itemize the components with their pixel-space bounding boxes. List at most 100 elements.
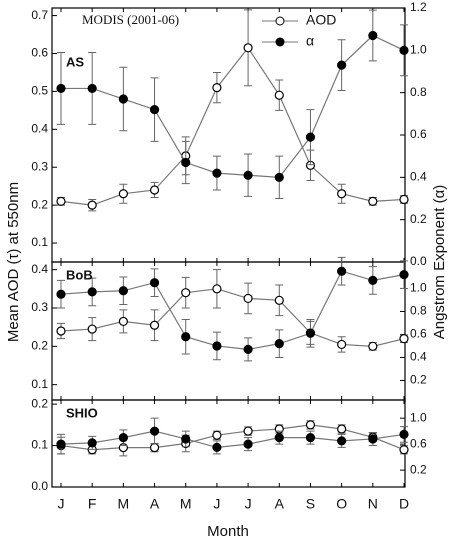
x-tick-label: M: [180, 496, 192, 512]
data-point: [87, 83, 97, 94]
x-tick-label: N: [368, 496, 378, 512]
legend-label: AOD: [306, 12, 336, 28]
data-point: [212, 442, 222, 452]
data-point: [212, 430, 222, 440]
data-point: [274, 339, 284, 349]
y-axis-label: Mean AOD (τ) at 550nm: [5, 182, 22, 342]
data-point: [337, 266, 347, 276]
data-point: [274, 172, 284, 182]
plot-frame: [51, 261, 406, 401]
y-tick-label: 0.3: [31, 300, 48, 314]
y-tick-label: 0.4: [31, 121, 48, 135]
data-point: [243, 170, 253, 180]
data-point: [368, 341, 378, 351]
y-tick-label: 0.6: [31, 46, 48, 60]
data-point: [399, 45, 409, 55]
data-point: [87, 438, 97, 448]
y2-tick-label: 0.8: [410, 85, 427, 99]
data-point: [87, 287, 97, 297]
data-point: [181, 288, 191, 298]
data-point: [243, 426, 253, 436]
y2-tick-label: 0.4: [410, 350, 427, 364]
data-point: [399, 270, 409, 280]
data-point: [212, 168, 222, 178]
x-tick-label: O: [336, 496, 347, 512]
panel-label: SHIO: [66, 405, 98, 420]
data-point: [118, 316, 128, 327]
series-line: [61, 34, 405, 178]
y2-tick-label: 0.2: [410, 373, 427, 387]
x-tick-label: S: [306, 496, 315, 512]
data-point: [243, 439, 253, 449]
y-tick-label: 0.2: [31, 339, 48, 353]
data-point: [181, 157, 191, 168]
y2-tick-label: 0.2: [410, 212, 427, 226]
data-point: [56, 439, 66, 449]
data-point: [337, 424, 347, 434]
y-tick-label: 0.0: [31, 479, 48, 493]
data-point: [212, 83, 222, 93]
data-point: [368, 30, 378, 41]
series-line: [60, 46, 405, 206]
y2-tick-label: 0.4: [410, 170, 427, 184]
legend-label: α: [306, 33, 314, 49]
data-point: [181, 332, 191, 342]
x-tick-label: F: [88, 496, 97, 512]
annotation: MODIS (2001-06): [82, 12, 179, 27]
x-tick-label: A: [275, 496, 285, 512]
y2-tick-label: 1.0: [410, 43, 427, 57]
data-point: [368, 434, 378, 444]
data-point: [118, 94, 128, 104]
data-point: [181, 434, 191, 444]
data-point: [56, 83, 66, 94]
data-point: [274, 433, 284, 443]
data-point: [149, 185, 160, 195]
y2-tick-label: 1.0: [410, 410, 427, 424]
y2-tick-label: 0.0: [410, 254, 427, 268]
y-tick-label: 0.1: [31, 438, 48, 452]
plot-frame: [51, 7, 406, 263]
data-point: [399, 445, 409, 455]
data-point: [87, 324, 97, 334]
panel-label: BoB: [66, 267, 93, 282]
data-point: [118, 286, 128, 296]
y2-tick-label: 0.6: [410, 327, 427, 341]
data-point: [212, 341, 222, 351]
data-point: [305, 132, 316, 142]
y-tick-label: 0.1: [31, 235, 48, 249]
data-point: [399, 194, 409, 205]
data-point: [149, 104, 160, 115]
y2-axis-label: Angstrom Exponent (α): [431, 185, 448, 340]
data-point: [274, 295, 284, 305]
data-point: [243, 293, 253, 304]
x-tick-label: J: [58, 496, 65, 512]
panel-label: AS: [66, 54, 84, 69]
data-point: [305, 328, 316, 338]
x-axis-label: Month: [207, 523, 249, 540]
y-tick-label: 0.7: [31, 8, 48, 22]
x-tick-label: M: [118, 496, 130, 512]
y2-tick-label: 0.6: [410, 127, 427, 141]
data-point: [399, 334, 409, 344]
plot-frame: [51, 399, 406, 488]
y2-tick-label: 1.0: [410, 281, 427, 295]
data-point: [368, 275, 378, 285]
y2-tick-label: 0.2: [410, 462, 427, 476]
y-tick-label: 0.3: [31, 159, 48, 173]
y-tick-label: 0.2: [31, 197, 48, 211]
legend-marker: [275, 37, 285, 47]
data-point: [337, 339, 347, 350]
data-point: [87, 200, 97, 210]
x-tick-label: A: [150, 496, 160, 512]
data-point: [212, 284, 222, 294]
data-point: [56, 326, 66, 336]
data-point: [337, 436, 347, 446]
y-tick-label: 0.5: [31, 84, 48, 98]
series-line: [60, 270, 405, 351]
series-line: [60, 288, 405, 347]
data-point: [118, 189, 128, 199]
data-point: [118, 433, 128, 443]
y-tick-label: 0.1: [31, 377, 48, 391]
data-point: [274, 90, 284, 100]
